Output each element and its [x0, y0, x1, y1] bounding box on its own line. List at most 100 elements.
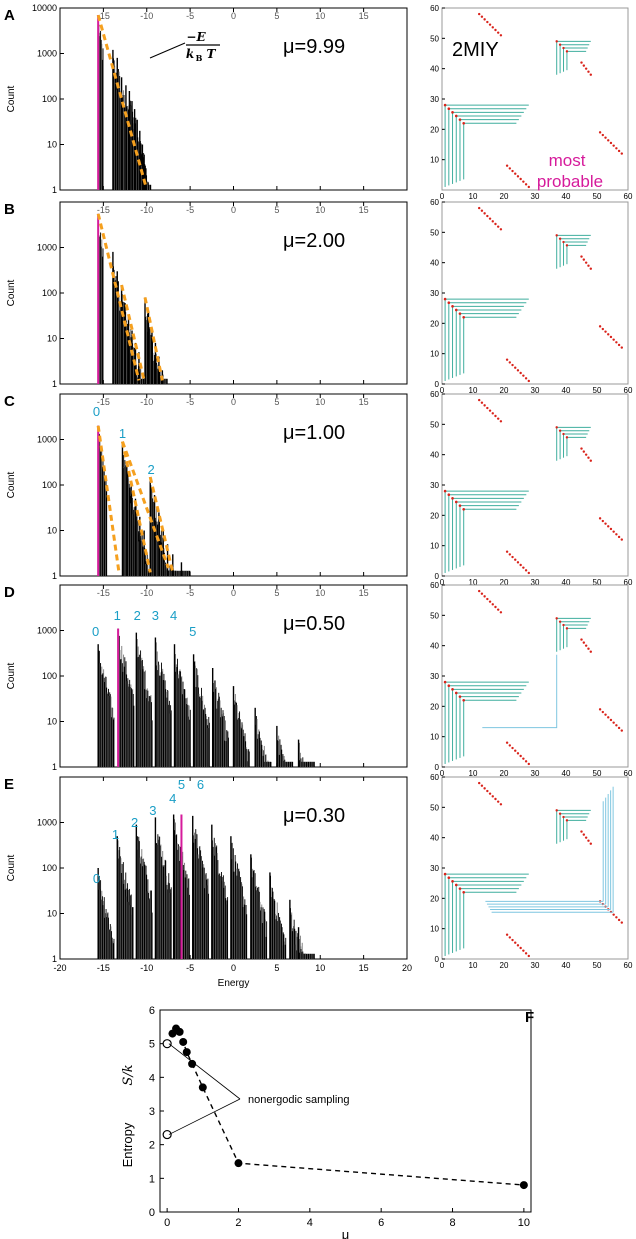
base-pair-dot: [462, 121, 466, 125]
base-pair-dot: [558, 812, 562, 815]
base-pair-dot: [499, 228, 503, 231]
base-pair-dot: [499, 611, 503, 614]
map-x-tick-label: 10: [469, 192, 478, 201]
base-pair-dot: [598, 131, 602, 134]
base-pair-dot: [527, 571, 530, 575]
base-pair-dot: [519, 946, 522, 950]
base-pair-dot: [601, 133, 605, 137]
base-pair-dot: [494, 605, 497, 609]
plot-frame: [59, 201, 408, 385]
base-pair-dot: [462, 507, 466, 511]
x-axis-label: μ: [342, 1227, 350, 1239]
map-x-tick-label: 20: [500, 769, 509, 778]
base-pair-dot: [612, 721, 615, 724]
map-x-tick-label: 60: [624, 769, 633, 778]
x-tick-label: 15: [359, 205, 369, 215]
base-pair-dot: [447, 301, 451, 305]
base-pair-dot: [565, 436, 569, 439]
map-y-tick-label: 20: [430, 894, 439, 903]
base-pair-dot: [447, 107, 451, 111]
base-pair-dot: [615, 147, 618, 150]
panel-letter: F: [525, 1009, 534, 1026]
peak-label: 3: [149, 803, 156, 818]
y-tick-label: 6: [149, 1005, 155, 1017]
base-pair-dot: [555, 234, 558, 237]
histogram-panel-A: A 1 10 100 1000 10000 Count -15 -10 -5 0 5 10 15 μ=9.9…: [4, 3, 408, 195]
x-tick-label: 0: [231, 963, 236, 973]
base-pair-dot: [565, 819, 569, 822]
base-pair-dot: [527, 762, 530, 766]
base-pair-dot: [562, 240, 565, 244]
annotation-leader: [168, 1098, 241, 1135]
map-y-tick-label: 30: [430, 672, 439, 681]
map-x-tick-label: 0: [440, 578, 445, 587]
map-y-tick-label: 20: [430, 125, 439, 134]
map-x-tick-label: 40: [562, 578, 571, 587]
map-y-tick-label: 10: [430, 925, 439, 934]
map-x-tick-label: 50: [593, 386, 602, 395]
map-x-tick-label: 40: [562, 386, 571, 395]
data-point: [188, 1059, 197, 1068]
boltzmann-fit-line: [120, 284, 146, 381]
map-x-tick-label: 30: [531, 769, 540, 778]
base-pair-dot: [580, 255, 583, 258]
x-tick-label: 5: [274, 963, 279, 973]
contact-map-A: 10 20 30 40 50 60 0 10 20 30 40 50 60 2MIY most probabl…: [430, 4, 633, 201]
base-pair-dot: [451, 497, 454, 500]
base-pair-dot: [522, 757, 525, 760]
base-pair-dot: [598, 517, 602, 520]
map-y-tick-label: 40: [430, 834, 439, 843]
open-data-point: [162, 1129, 172, 1140]
slope-denominator-t: T: [207, 47, 217, 61]
boltzmann-fit-line: [120, 441, 152, 573]
base-pair-dot: [447, 493, 451, 497]
mu-value-label: μ=2.00: [283, 230, 345, 252]
map-x-tick-label: 40: [562, 961, 571, 970]
base-pair-dot: [508, 361, 512, 364]
base-pair-dot: [505, 933, 509, 936]
base-pair-dot: [496, 608, 500, 611]
x-tick-label: -10: [140, 397, 153, 407]
map-y-tick-label: 10: [430, 733, 439, 742]
base-pair-dot: [558, 43, 562, 46]
map-x-tick-label: 50: [593, 578, 602, 587]
peak-label: 2: [131, 815, 138, 830]
base-pair-dot: [604, 522, 607, 525]
nonnative-helix: [482, 654, 558, 729]
base-pair-dot: [483, 595, 486, 598]
x-tick-label: -5: [186, 11, 194, 21]
map-x-tick-label: 30: [531, 386, 540, 395]
map-x-tick-label: 10: [469, 578, 478, 587]
base-pair-dot: [443, 103, 447, 107]
base-pair-dot: [582, 258, 586, 261]
count-axis-label: Count: [6, 279, 17, 306]
base-pair-dot: [496, 225, 500, 228]
base-pair-dot: [494, 28, 497, 32]
data-point: [198, 1083, 207, 1092]
x-tick-label: 10: [315, 11, 325, 21]
plot-frame: [59, 393, 408, 577]
base-pair-dot: [555, 809, 558, 812]
x-tick-label: 15: [359, 588, 369, 598]
mu-value-label: μ=0.30: [283, 805, 345, 827]
base-pair-dot: [524, 569, 528, 572]
map-x-tick-label: 60: [624, 578, 633, 587]
contact-map-B: 0 10 20 30 40 50 60 0 10 20 30 40 50 60: [430, 198, 633, 395]
map-frame: [441, 776, 629, 960]
peak-label: 3: [152, 608, 159, 623]
x-tick-label: 10: [315, 588, 325, 598]
map-y-tick-label: 0: [435, 380, 440, 389]
y-tick-label: 1: [52, 379, 57, 389]
boltzmann-fit-line: [121, 441, 170, 569]
base-pair-dot: [589, 459, 592, 462]
base-pair-dot: [488, 792, 492, 795]
y-tick-label: 10: [47, 909, 57, 919]
panel-letter: E: [4, 776, 14, 793]
map-x-tick-label: 0: [440, 769, 445, 778]
y-tick-label: 10000: [32, 3, 57, 13]
base-pair-dot: [582, 450, 586, 453]
count-axis-label: Count: [6, 854, 17, 881]
base-pair-dot: [480, 592, 484, 595]
base-pair-dot: [609, 527, 613, 531]
